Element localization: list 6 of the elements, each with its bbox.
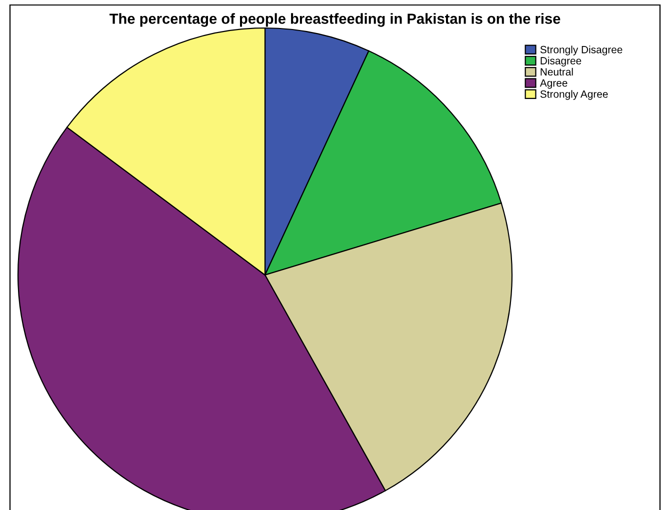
legend-label: Neutral	[540, 68, 573, 76]
chart-title: The percentage of people breastfeeding in Pakistan is on the rise	[109, 13, 560, 27]
legend-label: Agree	[540, 79, 568, 89]
legend-label: Disagree	[540, 56, 582, 66]
legend-label: Strongly Disagree	[540, 46, 622, 56]
legend-label: Strongly Agree	[540, 90, 608, 100]
